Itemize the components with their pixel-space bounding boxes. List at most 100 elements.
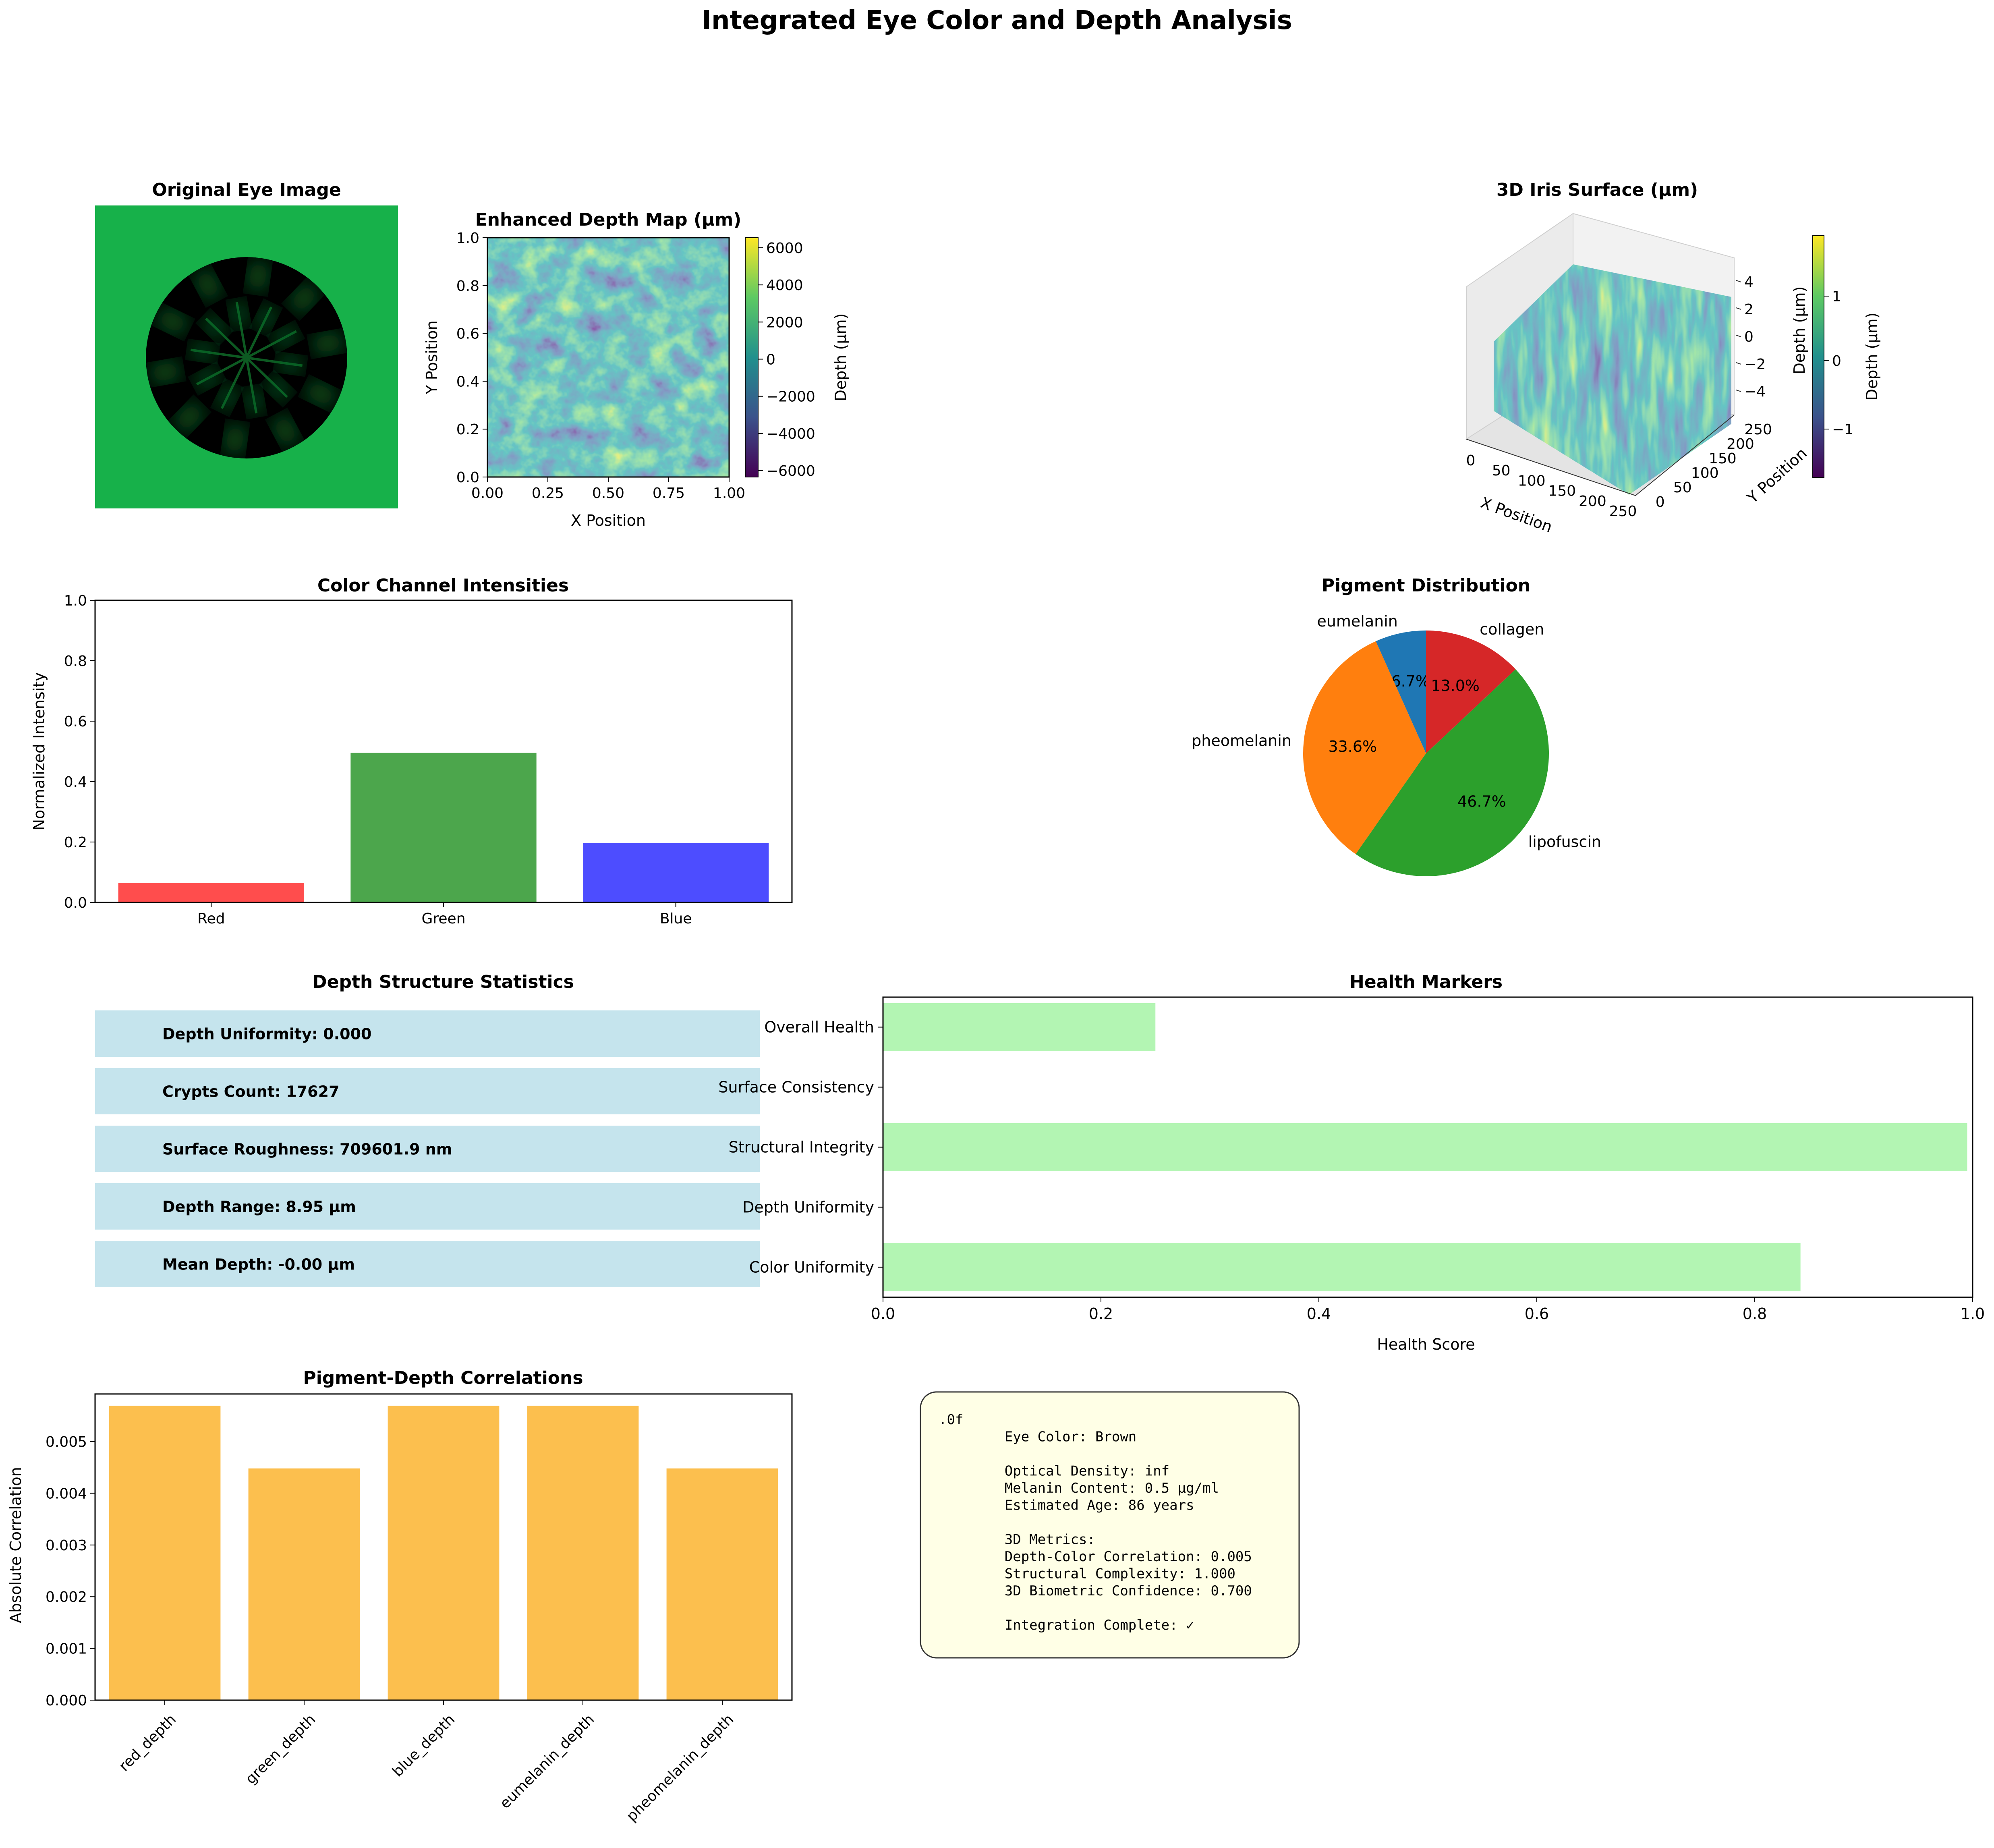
- color-channel-bar: [350, 753, 537, 902]
- health-xtick-label: 0.8: [1743, 1305, 1767, 1323]
- eye-image-title: Original Eye Image: [152, 180, 341, 200]
- iris-surface-ztick: [1736, 362, 1741, 365]
- iris-surface-ztick-label: 2: [1744, 301, 1754, 318]
- color-channel-bar: [583, 843, 769, 902]
- iris-surface-xtick-label: 100: [1518, 473, 1546, 489]
- iris-crypt: [176, 403, 203, 431]
- iris-surface-xtick-label: 200: [1579, 493, 1606, 510]
- figure-title: Integrated Eye Color and Depth Analysis: [702, 6, 1292, 35]
- iris-surface-colorbar: [1812, 235, 1824, 478]
- iris-surface-ztick: [1736, 335, 1741, 337]
- depth-map-colorbar-tick-label: 2000: [766, 314, 803, 331]
- depth-map-xtick-label: 0.00: [471, 485, 504, 502]
- pie-slice-pheomelanin: [1303, 641, 1426, 855]
- depth-map-xlabel: X Position: [571, 512, 646, 529]
- depth-map-colorbar-tick-label: 6000: [766, 240, 803, 257]
- depth-map-ytick-label: 0.8: [456, 278, 479, 295]
- iris-surface-colorbar-label: Depth (µm): [1863, 313, 1881, 401]
- iris-surface-ytick-label: 150: [1709, 450, 1737, 467]
- iris-crypt: [217, 384, 237, 411]
- pie-pct-label: 46.7%: [1457, 793, 1506, 811]
- summary-line: Estimated Age: 86 years: [939, 1497, 1194, 1514]
- correlation-ytick-label: 0.001: [46, 1641, 87, 1657]
- health-xtick-label: 0.0: [871, 1305, 895, 1323]
- summary-line: Depth-Color Correlation: 0.005: [939, 1549, 1252, 1565]
- summary-line: Structural Complexity: 1.000: [939, 1566, 1235, 1582]
- iris-surface-xtick-label: 50: [1492, 463, 1511, 479]
- health-markers-chart: Health Markers Health Score Overall Heal…: [718, 972, 1985, 1353]
- summary-line: 3D Metrics:: [939, 1532, 1095, 1548]
- iris-crypt: [157, 309, 188, 334]
- depth-map-colorbar: [745, 237, 759, 477]
- stats-row-bg: [95, 1010, 760, 1057]
- color-channel-ytick-label: 0.8: [64, 653, 87, 670]
- health-xtick-label: 1.0: [1961, 1305, 1985, 1323]
- correlation-ytick-label: 0.000: [46, 1692, 87, 1709]
- stats-row-text: Mean Depth: -0.00 µm: [162, 1256, 355, 1273]
- health-axes: [882, 996, 1973, 1298]
- iris-surface-title: 3D Iris Surface (µm): [1497, 180, 1698, 200]
- stats-row-text: Surface Roughness: 709601.9 nm: [162, 1141, 452, 1158]
- correlation-axes: [94, 1393, 793, 1701]
- health-ytick-label: Surface Consistency: [718, 1079, 874, 1096]
- depth-map-ytick-label: 0.4: [456, 373, 479, 390]
- correlation-ytick-label: 0.003: [46, 1537, 87, 1554]
- color-channel-ytick-label: 0.6: [64, 713, 87, 730]
- pie-slice-eumelanin: [1376, 631, 1426, 753]
- depth-map-panel: Enhanced Depth Map (µm) 0.0 0.2 0.4 0.6 0.8 1…: [423, 209, 850, 529]
- color-channel-xtick-label: Red: [197, 911, 225, 927]
- eye-image-panel: Original Eye Image: [95, 180, 398, 508]
- stats-row-bg: [95, 1126, 760, 1172]
- correlation-bar: [248, 1468, 360, 1700]
- correlation-bar: [527, 1406, 639, 1700]
- stats-row-text: Crypts Count: 17627: [162, 1083, 340, 1101]
- health-xtick-label: 0.2: [1089, 1305, 1113, 1323]
- color-channel-ytick-label: 0.0: [64, 895, 87, 911]
- iris: [146, 257, 347, 458]
- health-markers-title: Health Markers: [1349, 972, 1503, 992]
- summary-box: [920, 1391, 1300, 1659]
- health-xtick-label: 0.4: [1307, 1305, 1331, 1323]
- color-channel-title: Color Channel Intensities: [317, 575, 569, 596]
- health-bar: [883, 1243, 1801, 1292]
- pie-pct-label: 6.7%: [1391, 672, 1430, 690]
- iris-crypt: [247, 260, 269, 292]
- pie-label: collagen: [1480, 620, 1544, 638]
- correlation-xtick-label: red_depth: [116, 1711, 180, 1775]
- health-markers-xlabel: Health Score: [1377, 1336, 1475, 1353]
- iris-crypt: [273, 327, 298, 347]
- pie-pct-label: 33.6%: [1328, 738, 1377, 755]
- iris-surface-panel: 3D Iris Surface (µm) 0501001502002500501…: [1465, 180, 1881, 536]
- correlation-xtick-label: pheomelanin_depth: [624, 1711, 737, 1825]
- color-channel-axes: [94, 599, 793, 903]
- depth-map-ytick-label: 0.0: [456, 469, 479, 486]
- iris-crypt: [230, 300, 248, 328]
- stats-row-text: Depth Range: 8.95 µm: [162, 1198, 356, 1216]
- correlation-bar: [666, 1468, 778, 1700]
- summary-panel: .0f Eye Color: Brown Optical Density: in…: [920, 1391, 1300, 1659]
- correlation-xtick-label: eumelanin_depth: [497, 1711, 597, 1812]
- summary-line: Melanin Content: 0.5 µg/ml: [939, 1480, 1219, 1496]
- health-ytick-label: Structural Integrity: [729, 1139, 874, 1156]
- depth-map-title: Enhanced Depth Map (µm): [475, 209, 742, 230]
- iris-surface-ytick-label: 50: [1673, 479, 1692, 496]
- depth-map-colorbar-tick-label: 0: [766, 352, 775, 368]
- iris-crypt: [273, 415, 297, 446]
- depth-map-colorbar-tick-label: −4000: [766, 426, 815, 442]
- stats-row-text: Depth Uniformity: 0.000: [162, 1025, 371, 1043]
- color-channel-ytick-label: 0.4: [64, 774, 87, 790]
- iris-crypt: [267, 377, 290, 400]
- summary-line: Integration Complete: ✓: [939, 1617, 1194, 1633]
- summary-line: Eye Color: Brown: [939, 1429, 1136, 1445]
- iris-surface-colorbar-tick-label: 0: [1832, 353, 1841, 369]
- color-channel-ytick-label: 1.0: [64, 593, 87, 609]
- depth-map-xtick-label: 0.75: [653, 485, 685, 502]
- iris-surface-ztick: [1736, 307, 1741, 310]
- iris-surface-zlabel: Depth (µm): [1791, 286, 1808, 375]
- correlation-ytick-label: 0.005: [46, 1434, 87, 1450]
- summary-line: 3D Biometric Confidence: 0.700: [939, 1583, 1252, 1599]
- iris-crypt: [224, 423, 246, 456]
- iris-crypt: [149, 361, 181, 383]
- pie-label: lipofuscin: [1528, 833, 1601, 850]
- iris-surface-ztick: [1736, 280, 1741, 282]
